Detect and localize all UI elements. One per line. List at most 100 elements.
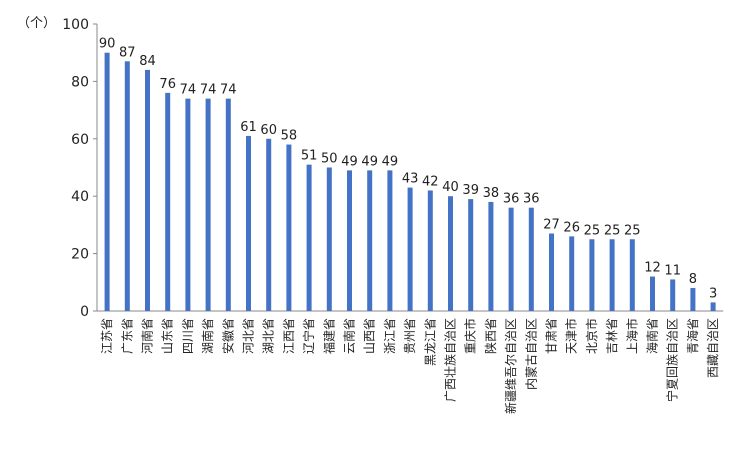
- bar-value-label: 8: [689, 272, 697, 287]
- bar-value-label: 25: [624, 223, 641, 238]
- bar-value-label: 60: [260, 123, 277, 138]
- y-tick-label: 60: [71, 132, 89, 148]
- category-label: 青海省: [685, 318, 700, 354]
- bar: [266, 138, 272, 311]
- bar-value-label: 49: [361, 154, 378, 169]
- bar-value-label: 36: [523, 192, 540, 207]
- category-label: 福建省: [321, 318, 336, 354]
- bar: [104, 52, 110, 311]
- bar-value-label: 74: [220, 83, 237, 98]
- bar: [427, 190, 433, 311]
- bar-value-label: 49: [341, 154, 358, 169]
- y-tick-label: 80: [71, 74, 89, 90]
- y-axis: 0 20 40 60 80 100: [62, 17, 724, 320]
- bar: [185, 98, 191, 312]
- category-label: 贵州省: [403, 318, 417, 354]
- y-tick-label: 0: [80, 304, 89, 320]
- category-label: 北京市: [584, 318, 599, 354]
- bars: [104, 52, 716, 312]
- category-label: 浙江省: [383, 318, 397, 354]
- bar: [407, 187, 413, 311]
- bar: [205, 98, 211, 312]
- category-label: 宁夏回族自治区: [665, 318, 680, 402]
- bar-value-label: 90: [99, 37, 116, 52]
- category-label: 黑龙江省: [423, 318, 437, 366]
- bar: [468, 199, 474, 311]
- bar-value-label: 51: [301, 149, 318, 164]
- bar-value-label: 61: [240, 120, 257, 135]
- bar-value-label: 12: [644, 261, 661, 276]
- bar: [650, 276, 655, 311]
- category-label: 湖北省: [261, 318, 276, 354]
- bar-value-label: 38: [483, 186, 500, 201]
- bar-value-label: 76: [159, 77, 176, 92]
- bar: [387, 170, 393, 311]
- bar: [589, 239, 595, 311]
- bar-value-label: 40: [442, 180, 459, 195]
- bar: [225, 98, 231, 312]
- category-label: 江苏省: [100, 318, 114, 354]
- bar: [690, 288, 696, 311]
- bar-value-label: 43: [402, 172, 419, 187]
- bar: [367, 170, 373, 311]
- category-label: 安徽省: [220, 318, 235, 354]
- bar: [569, 236, 575, 311]
- bar-value-label: 42: [422, 174, 439, 189]
- category-label: 河北省: [242, 318, 256, 354]
- category-label: 西藏自治区: [706, 318, 720, 378]
- category-label: 山东省: [161, 318, 175, 354]
- y-axis-unit-label: （个）: [17, 16, 56, 31]
- y-tick-label: 100: [62, 17, 89, 33]
- bar-value-label: 26: [563, 220, 580, 235]
- bar-value-label: 39: [462, 183, 479, 198]
- y-tick-label: 40: [71, 189, 89, 205]
- bar-value-label: 74: [180, 83, 197, 98]
- bar-value-label: 84: [139, 54, 156, 69]
- category-label: 山西省: [363, 318, 377, 354]
- bar: [286, 144, 292, 311]
- bar: [246, 135, 251, 311]
- bar: [670, 279, 676, 311]
- category-labels: 江苏省 广东省 河南省 山东省 四川省 湖南省 安徽省 河北省 湖北省 江西省 辽宁省 福建省 云南省山…: [100, 318, 720, 414]
- bar: [347, 170, 352, 311]
- bar-value-label: 50: [321, 152, 338, 167]
- category-label: 辽宁省: [301, 318, 316, 354]
- category-label: 广西壮族自治区: [444, 318, 458, 402]
- bar: [488, 201, 494, 311]
- bar: [326, 167, 332, 311]
- bar-value-label: 74: [200, 83, 217, 98]
- bar: [710, 302, 716, 311]
- category-label: 重庆市: [463, 318, 478, 354]
- bar: [306, 164, 312, 311]
- bar: [508, 207, 514, 311]
- bar-value-label: 27: [543, 218, 560, 233]
- bar: [549, 233, 554, 311]
- bar-value-label: 25: [604, 223, 621, 238]
- category-label: 河南省: [140, 318, 155, 354]
- category-label: 内蒙古自治区: [523, 318, 538, 390]
- y-tick-label: 20: [71, 247, 89, 263]
- category-label: 广东省: [120, 318, 134, 354]
- category-label: 江西省: [282, 318, 296, 354]
- category-label: 海南省: [645, 318, 660, 354]
- bar: [629, 239, 635, 311]
- category-label: 甘肃省: [545, 318, 559, 354]
- bar: [124, 61, 130, 312]
- category-label: 天津市: [564, 318, 579, 354]
- bar-value-label: 11: [664, 263, 681, 278]
- bar: [528, 207, 534, 311]
- category-label: 陕西省: [483, 318, 498, 354]
- category-label: 上海市: [624, 318, 639, 354]
- bar: [609, 239, 615, 311]
- bar: [165, 92, 171, 311]
- category-label: 湖南省: [200, 318, 215, 354]
- category-label: 吉林省: [605, 318, 619, 354]
- bar: [145, 69, 150, 311]
- bar-value-label: 58: [281, 129, 298, 144]
- bar-value-label: 25: [584, 223, 601, 238]
- bar: [448, 196, 453, 311]
- category-label: 云南省: [342, 318, 357, 354]
- category-label: 四川省: [181, 318, 195, 354]
